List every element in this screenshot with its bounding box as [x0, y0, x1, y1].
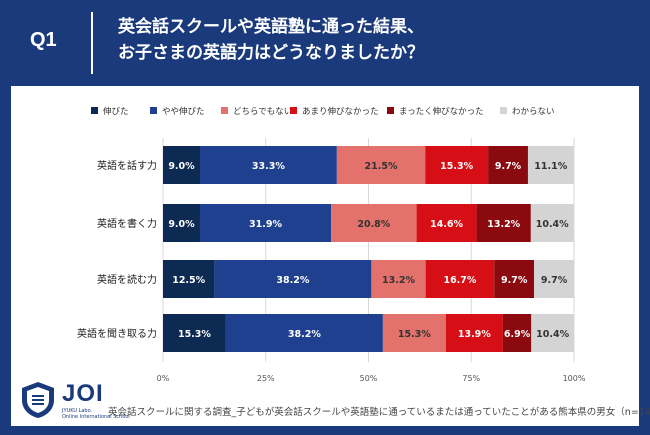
- logo-text: JOI: [62, 380, 104, 407]
- legend-swatch: [150, 107, 157, 114]
- header: Q1 英会話スクールや英語塾に通った結果、 お子さまの英語力はどうなりましたか？: [0, 0, 650, 84]
- data-label: 13.9%: [458, 329, 491, 340]
- category-label: 英語を読む力: [97, 273, 157, 286]
- bar-segment: [502, 314, 532, 352]
- bar-segment: [445, 314, 503, 352]
- title-line-2: お子さまの英語力はどうなりましたか？: [118, 43, 424, 63]
- data-label: 15.3%: [440, 161, 473, 172]
- legend-swatch: [91, 107, 98, 114]
- data-label: 33.3%: [252, 161, 285, 172]
- legend-swatch: [221, 107, 228, 114]
- bar-segment: [199, 204, 332, 242]
- legend-label: やや伸びた: [162, 106, 205, 117]
- data-label: 38.2%: [276, 275, 309, 286]
- data-label: 9.7%: [495, 161, 522, 172]
- data-label: 14.6%: [430, 219, 463, 230]
- legend-swatch: [387, 107, 394, 114]
- bar-segment: [425, 260, 495, 298]
- bar-segment: [163, 204, 200, 242]
- bar-segment: [214, 260, 372, 298]
- bar-segment: [494, 260, 535, 298]
- bar-segment: [476, 204, 531, 242]
- legend-label: わからない: [512, 107, 555, 117]
- data-label: 10.4%: [536, 219, 569, 230]
- data-label: 10.4%: [536, 329, 569, 340]
- x-tick-label: 50%: [360, 374, 378, 383]
- bar-segment: [199, 146, 337, 184]
- bar-segment: [163, 314, 226, 352]
- bar-segment: [225, 314, 383, 352]
- question-number: Q1: [30, 29, 57, 51]
- bar-segment: [534, 260, 574, 298]
- data-label: 9.7%: [541, 275, 568, 286]
- shield-icon: [22, 382, 54, 418]
- bar-segment: [527, 146, 574, 184]
- data-label: 6.9%: [504, 329, 531, 340]
- data-label: 38.2%: [288, 329, 321, 340]
- category-label: 英語を話す力: [97, 159, 157, 172]
- title-line-1: 英会話スクールや英語塾に通った結果、: [118, 17, 424, 37]
- stacked-bar-chart: 0% 25% 50% 75% 100% 伸びた やや伸びた どちらでもない あまり伸びなかった ま…: [77, 106, 586, 383]
- bar-segment: [425, 146, 489, 184]
- bar-segment: [371, 260, 426, 298]
- legend-label: 伸びた: [103, 106, 129, 117]
- legend-swatch: [500, 107, 507, 114]
- bar-segment: [163, 260, 215, 298]
- data-label: 13.2%: [382, 275, 415, 286]
- chart-panel: 0% 25% 50% 75% 100% 伸びた やや伸びた どちらでもない あまり伸びなかった ま…: [11, 86, 639, 426]
- category-label: 英語を聞き取る力: [77, 327, 157, 340]
- bar-segment: [336, 146, 426, 184]
- page-title: 英会話スクールや英語塾に通った結果、 お子さまの英語力はどうなりましたか？: [118, 14, 638, 66]
- logo-subtitle: JYUKU Labo.: [62, 408, 93, 414]
- data-label: 11.1%: [534, 161, 567, 172]
- logo-subtitle-2: Online International School: [62, 414, 130, 420]
- bar-segment: [382, 314, 446, 352]
- bar-segment: [530, 204, 574, 242]
- legend-swatch: [290, 107, 297, 114]
- data-label: 13.2%: [487, 219, 520, 230]
- data-label: 9.7%: [501, 275, 528, 286]
- data-label: 15.3%: [178, 329, 211, 340]
- bar-segment: [531, 314, 574, 352]
- bar-segment: [163, 146, 200, 184]
- category-label: 英語を書く力: [97, 217, 157, 230]
- x-tick-label: 25%: [257, 374, 275, 383]
- data-label: 9.0%: [168, 219, 195, 230]
- header-divider: [91, 12, 93, 74]
- bar-segment: [416, 204, 477, 242]
- legend-label: どちらでもない: [233, 107, 292, 117]
- data-label: 31.9%: [249, 219, 282, 230]
- data-label: 20.8%: [357, 219, 390, 230]
- data-label: 16.7%: [443, 275, 476, 286]
- x-tick-label: 75%: [462, 374, 480, 383]
- legend-label: あまり伸びなかった: [302, 106, 379, 117]
- bar-segment: [488, 146, 528, 184]
- data-label: 12.5%: [172, 275, 205, 286]
- bar-segment: [331, 204, 417, 242]
- x-tick-label: 100%: [563, 374, 586, 383]
- data-label: 21.5%: [365, 161, 398, 172]
- data-label: 15.3%: [398, 329, 431, 340]
- joi-logo: JOI JYUKU Labo. Online International Sch…: [18, 378, 130, 422]
- legend-label: まったく伸びなかった: [399, 106, 484, 117]
- data-label: 9.0%: [168, 161, 195, 172]
- source-note: 英会話スクールに関する調査_子どもが英会話スクールや英語塾に通っているまたは通っ…: [108, 407, 650, 418]
- x-tick-label: 0%: [157, 374, 170, 383]
